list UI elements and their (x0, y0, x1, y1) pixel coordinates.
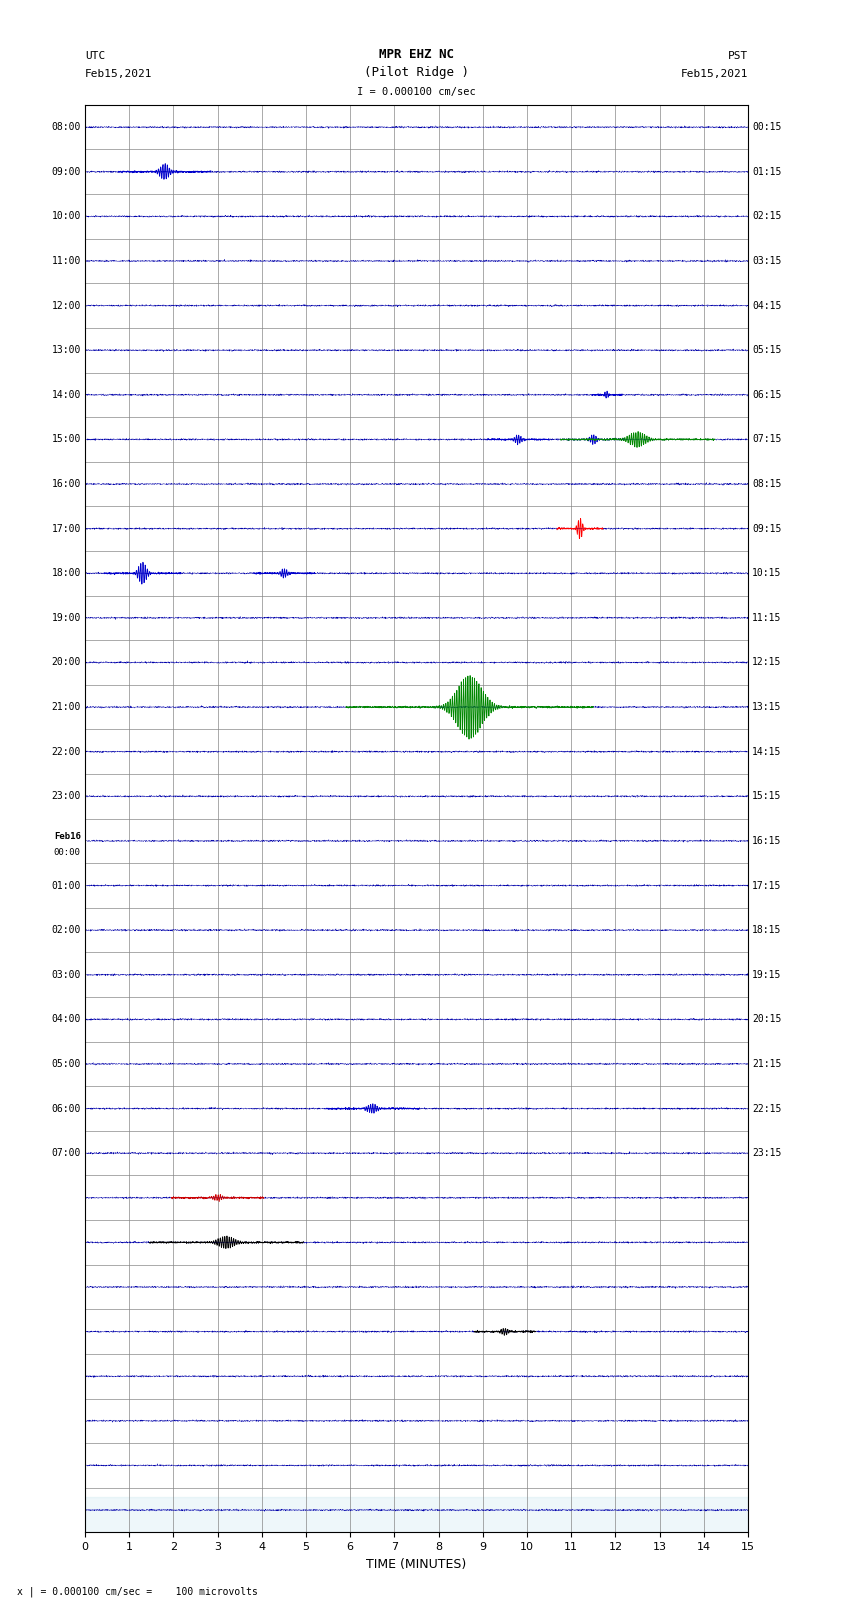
X-axis label: TIME (MINUTES): TIME (MINUTES) (366, 1558, 467, 1571)
Text: 19:15: 19:15 (752, 969, 782, 979)
Text: 14:15: 14:15 (752, 747, 782, 756)
Text: I = 0.000100 cm/sec: I = 0.000100 cm/sec (357, 87, 476, 97)
Text: 09:15: 09:15 (752, 524, 782, 534)
Text: 09:00: 09:00 (51, 166, 81, 177)
Text: 10:00: 10:00 (51, 211, 81, 221)
Text: 16:00: 16:00 (51, 479, 81, 489)
Text: 05:15: 05:15 (752, 345, 782, 355)
Text: 00:00: 00:00 (54, 848, 81, 857)
Text: 23:15: 23:15 (752, 1148, 782, 1158)
Text: MPR EHZ NC: MPR EHZ NC (379, 48, 454, 61)
Text: 10:15: 10:15 (752, 568, 782, 577)
Text: 20:00: 20:00 (51, 658, 81, 668)
Text: Feb15,2021: Feb15,2021 (85, 69, 152, 79)
Text: 11:15: 11:15 (752, 613, 782, 623)
Text: 04:00: 04:00 (51, 1015, 81, 1024)
Text: 03:15: 03:15 (752, 256, 782, 266)
Text: PST: PST (728, 52, 748, 61)
Text: 07:00: 07:00 (51, 1148, 81, 1158)
Text: 03:00: 03:00 (51, 969, 81, 979)
Text: 01:15: 01:15 (752, 166, 782, 177)
Text: 11:00: 11:00 (51, 256, 81, 266)
Text: 07:15: 07:15 (752, 434, 782, 445)
Text: 01:00: 01:00 (51, 881, 81, 890)
Text: 06:15: 06:15 (752, 390, 782, 400)
Text: Feb16: Feb16 (54, 832, 81, 840)
Text: 19:00: 19:00 (51, 613, 81, 623)
Text: 12:15: 12:15 (752, 658, 782, 668)
Text: 00:15: 00:15 (752, 123, 782, 132)
Text: 14:00: 14:00 (51, 390, 81, 400)
Text: 23:00: 23:00 (51, 792, 81, 802)
Text: 08:15: 08:15 (752, 479, 782, 489)
Text: 22:00: 22:00 (51, 747, 81, 756)
Text: 21:15: 21:15 (752, 1060, 782, 1069)
Text: 05:00: 05:00 (51, 1060, 81, 1069)
Text: 17:15: 17:15 (752, 881, 782, 890)
Text: UTC: UTC (85, 52, 105, 61)
Text: 12:00: 12:00 (51, 300, 81, 311)
Text: x | = 0.000100 cm/sec =    100 microvolts: x | = 0.000100 cm/sec = 100 microvolts (17, 1586, 258, 1597)
Text: 20:15: 20:15 (752, 1015, 782, 1024)
Text: 04:15: 04:15 (752, 300, 782, 311)
Text: 08:00: 08:00 (51, 123, 81, 132)
Text: 18:00: 18:00 (51, 568, 81, 577)
Text: 13:00: 13:00 (51, 345, 81, 355)
Text: 02:00: 02:00 (51, 926, 81, 936)
Text: 18:15: 18:15 (752, 926, 782, 936)
Text: 15:15: 15:15 (752, 792, 782, 802)
Text: Feb15,2021: Feb15,2021 (681, 69, 748, 79)
Text: 15:00: 15:00 (51, 434, 81, 445)
Text: (Pilot Ridge ): (Pilot Ridge ) (364, 66, 469, 79)
Text: 22:15: 22:15 (752, 1103, 782, 1113)
Text: 17:00: 17:00 (51, 524, 81, 534)
Text: 16:15: 16:15 (752, 836, 782, 845)
Text: 06:00: 06:00 (51, 1103, 81, 1113)
Text: 13:15: 13:15 (752, 702, 782, 711)
Text: 02:15: 02:15 (752, 211, 782, 221)
Bar (85, 1497, 748, 1532)
Text: 21:00: 21:00 (51, 702, 81, 711)
